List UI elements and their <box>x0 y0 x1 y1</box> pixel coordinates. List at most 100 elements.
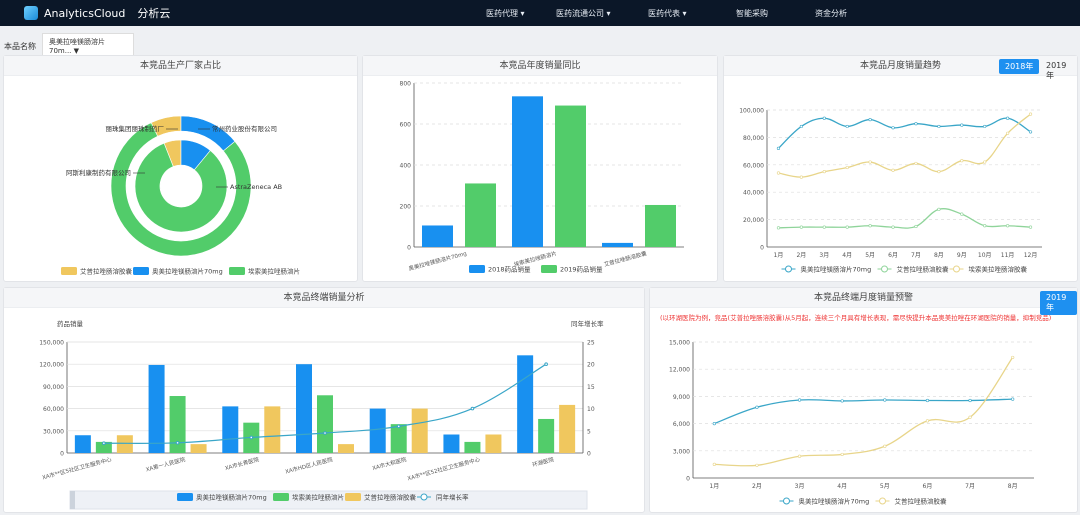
x-tick-label: 7月 <box>911 252 921 259</box>
data-point <box>983 124 987 129</box>
bar <box>369 408 386 453</box>
filter-label: 本品名称 <box>4 41 36 51</box>
x-tick-label: 7月 <box>965 483 975 490</box>
legend-circle-icon <box>420 493 428 501</box>
data-point <box>822 225 826 229</box>
y2-tick-label: 10 <box>587 406 595 413</box>
y-tick-label: 80,000 <box>743 135 764 142</box>
data-point <box>925 419 930 423</box>
series-line <box>714 398 1013 425</box>
data-point <box>1006 224 1010 228</box>
x-tick-label: 10月 <box>978 252 992 259</box>
y-tick-label: 90,000 <box>43 384 64 391</box>
series-line <box>778 113 1031 178</box>
app-name-cn: 分析云 <box>137 7 171 20</box>
legend-label: 同年增长率 <box>436 493 469 502</box>
nav-item-pharma-agent[interactable]: 医药代理 ▾ <box>486 9 525 18</box>
y2-tick-label: 0 <box>587 451 591 458</box>
terminal-panel: 本竞品终端销量分析 0 30,000 60,000 90,000 120,000 150,… <box>3 287 645 513</box>
year-2019-button[interactable]: 2019年 <box>1040 291 1077 315</box>
data-point <box>883 398 887 402</box>
y-tick-label: 120,000 <box>39 362 64 369</box>
x-tick-label: 1月 <box>774 252 784 259</box>
x-tick-label: XA市长青医院 <box>224 455 260 472</box>
legend-label: 埃索美拉唑肠溶片 <box>292 493 344 502</box>
data-point <box>914 122 918 126</box>
x-tick-label: 9月 <box>957 252 967 259</box>
x-tick-label: 3月 <box>795 483 805 490</box>
bar <box>317 395 333 453</box>
bar <box>190 444 207 453</box>
nav-item-finance[interactable]: 资金分析 <box>815 9 847 18</box>
data-point <box>755 405 759 409</box>
legend-circle-icon <box>953 265 960 273</box>
legend-label: 艾普拉唑肠溶胶囊 <box>897 265 950 274</box>
annual-panel: 本竞品年度销量同比 0 200 400 600 800 奥美拉唑镁肠溶片70mg 埃索美拉唑… <box>362 55 718 282</box>
legend-label: 奥美拉唑镁肠溶片70mg <box>801 265 872 274</box>
data-point <box>712 462 716 466</box>
year-2018-button[interactable]: 2018年 <box>999 59 1040 74</box>
legend-circle-icon <box>785 265 792 273</box>
bar <box>512 96 543 247</box>
product-select[interactable]: 奥美拉唑镁肠溶片70m... ▼ <box>42 33 134 59</box>
legend-swatch-icon <box>469 265 485 273</box>
nav-item-procurement[interactable]: 智能采购 <box>736 9 768 18</box>
data-point <box>983 160 987 164</box>
data-point <box>868 224 872 228</box>
bar <box>517 355 534 453</box>
logo[interactable]: AnalyticsCloud 分析云 <box>24 5 170 21</box>
x-tick-label: 6月 <box>888 252 898 259</box>
bar <box>338 444 354 453</box>
nav-item-distribution[interactable]: 医药流通公司 ▾ <box>556 9 611 18</box>
y-tick-label: 6,000 <box>673 421 690 428</box>
pie-label: 丽珠集团丽珠制药厂 <box>106 124 165 133</box>
pie-label: AstraZeneca AB <box>230 183 282 191</box>
nav-item-rep[interactable]: 医药代表 ▾ <box>648 9 687 18</box>
legend-circle-icon <box>879 497 886 505</box>
data-point <box>799 225 803 229</box>
data-point <box>822 170 826 174</box>
data-point <box>323 431 327 435</box>
y2-tick-label: 15 <box>587 384 595 391</box>
bar <box>95 441 112 453</box>
data-point <box>891 126 895 130</box>
x-tick-label: 奥美拉唑镁肠溶片70mg <box>408 249 468 272</box>
x-tick-label: XA市大和医院 <box>371 455 407 472</box>
y-tick-label: 150,000 <box>39 340 64 347</box>
data-point <box>845 165 849 170</box>
x-tick-label: 8月 <box>934 252 944 259</box>
data-point <box>845 124 849 129</box>
bar <box>422 225 453 247</box>
data-zoom-handle[interactable] <box>70 491 75 509</box>
pie-label: 常州药业股份有限公司 <box>212 124 277 133</box>
y2-axis-title: 同年增长率 <box>571 319 604 328</box>
legend-label: 2019药品销量 <box>560 265 603 274</box>
bar <box>602 242 633 247</box>
bar <box>264 406 281 453</box>
legend-circle-icon <box>783 497 790 505</box>
y-tick-label: 200 <box>400 204 412 211</box>
bar <box>559 404 576 453</box>
data-point <box>822 116 826 120</box>
panel-title: 本竞品终端月度销量预警 <box>650 288 1077 308</box>
data-point <box>755 463 759 467</box>
data-point <box>797 454 802 458</box>
legend-label: 艾普拉唑肠溶胶囊 <box>364 493 417 502</box>
y-tick-label: 60,000 <box>43 406 64 413</box>
terminal-bar-chart: 0 30,000 60,000 90,000 120,000 150,000 XA市**区5… <box>39 319 604 510</box>
data-point <box>1028 130 1033 134</box>
y-tick-label: 400 <box>400 163 412 170</box>
monthly-line-chart: 0 20,000 40,000 60,000 80,000 100,000 1月 2月 3月 4月… <box>739 108 1042 274</box>
bar <box>74 435 91 453</box>
data-point <box>960 123 964 127</box>
year-2019-button[interactable]: 2019年 <box>1046 61 1067 80</box>
data-point <box>797 398 802 402</box>
data-point <box>799 175 803 179</box>
data-point <box>1028 112 1033 116</box>
data-point <box>914 224 918 229</box>
bar <box>116 435 133 453</box>
data-point <box>937 207 941 211</box>
data-point <box>840 399 844 403</box>
top-nav: AnalyticsCloud 分析云 医药代理 ▾ 医药流通公司 ▾ 医药代表 … <box>0 0 1080 26</box>
